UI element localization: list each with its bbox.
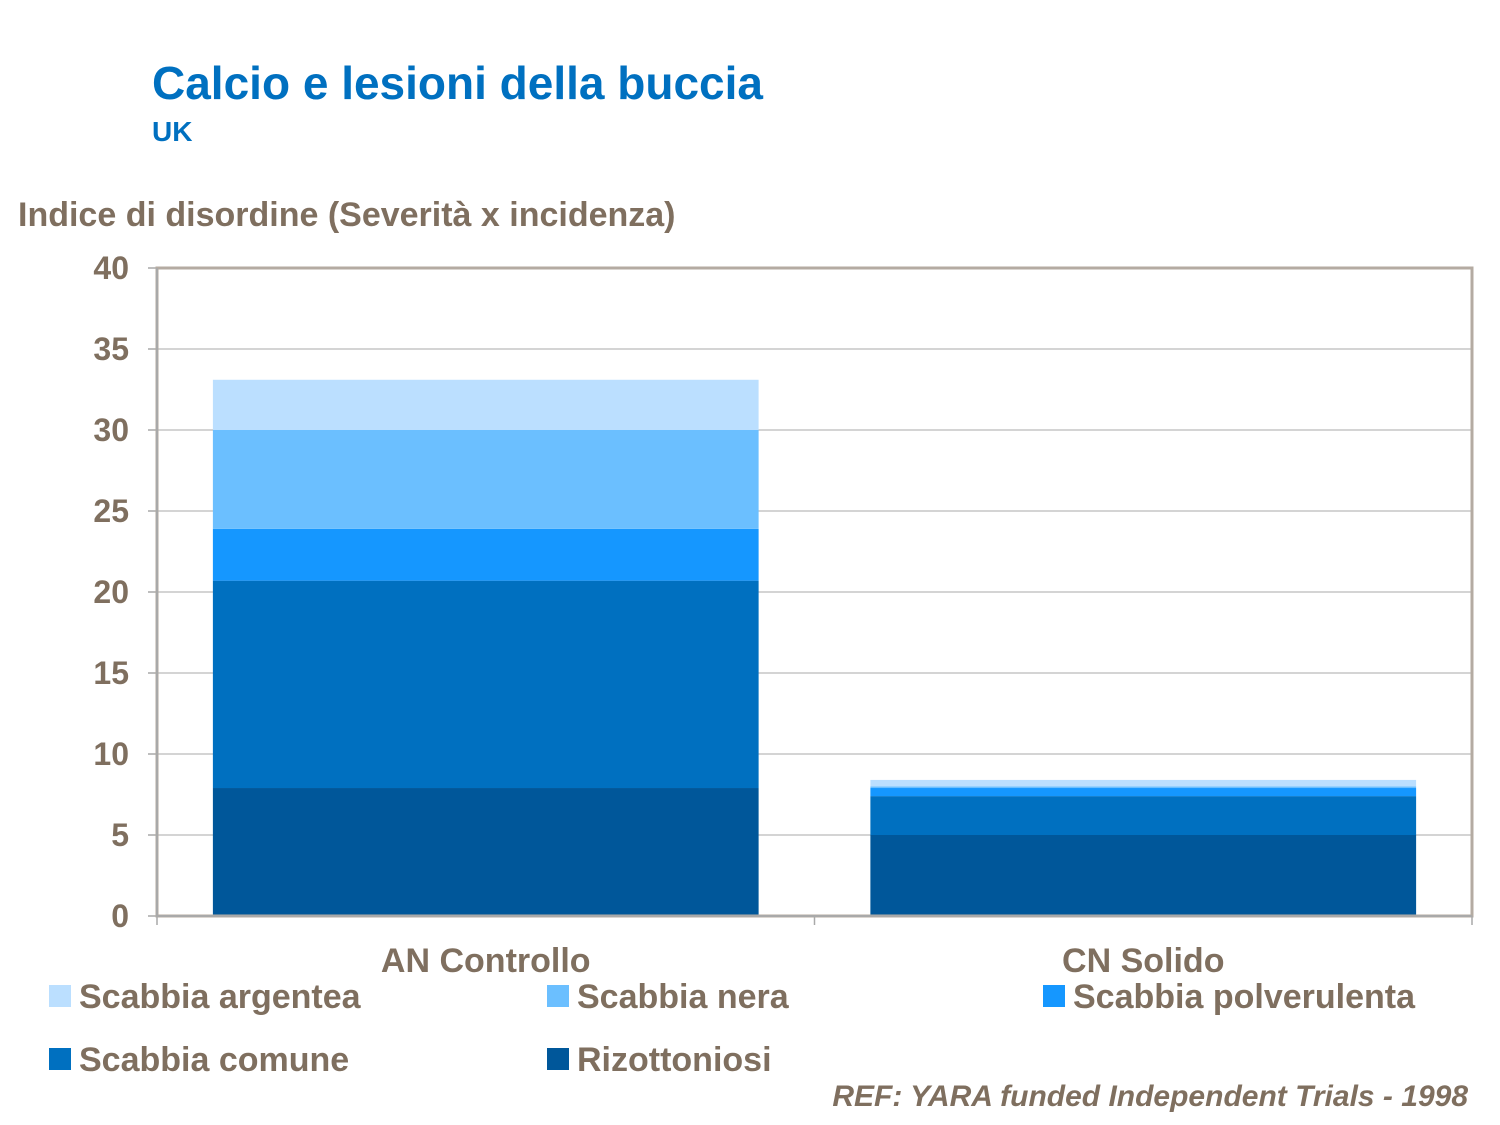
legend-swatch-scabbia-argentea	[49, 985, 71, 1007]
bar-cn-solido-scabbia-nera	[870, 786, 1417, 789]
bar-an-controllo-scabbia-nera	[212, 430, 759, 529]
bar-cn-solido-scabbia-argentea	[870, 779, 1417, 787]
chart-subtitle: UK	[152, 116, 193, 147]
legend-swatch-scabbia-polverulenta	[1043, 985, 1065, 1007]
legend-label-scabbia-argentea: Scabbia argentea	[79, 978, 362, 1016]
legend-swatch-scabbia-comune	[49, 1048, 71, 1070]
legend-label-rizottoniosi: Rizottoniosi	[577, 1041, 772, 1079]
y-tick-label: 20	[93, 574, 129, 610]
y-tick-label: 15	[93, 655, 129, 691]
bars	[212, 379, 1417, 916]
y-tick-label: 35	[93, 331, 129, 367]
x-category-labels: AN Controllo CN Solido	[381, 942, 1225, 980]
legend: Scabbia argentea Scabbia nera Scabbia polv…	[49, 978, 1416, 1079]
bar-cn-solido-scabbia-comune	[870, 796, 1417, 835]
x-category-label: AN Controllo	[381, 942, 591, 980]
y-tick-label: 10	[93, 736, 129, 772]
y-tick-label: 25	[93, 493, 129, 529]
y-tick-label: 40	[93, 250, 129, 286]
reference-note: REF: YARA funded Independent Trials - 19…	[832, 1080, 1468, 1113]
legend-label-scabbia-polverulenta: Scabbia polverulenta	[1073, 978, 1416, 1016]
bar-cn-solido-scabbia-polverulenta	[870, 788, 1417, 797]
y-tick-label: 5	[111, 817, 129, 853]
bar-an-controllo-scabbia-polverulenta	[212, 528, 759, 581]
bar-an-controllo-scabbia-argentea	[212, 379, 759, 430]
axes	[148, 266, 1474, 925]
chart-title: Calcio e lesioni della buccia	[152, 57, 764, 109]
y-tick-labels: 0 5 10 15 20 25 30 35 40	[93, 250, 129, 934]
x-category-label: CN Solido	[1062, 942, 1224, 980]
y-tick-label: 30	[93, 412, 129, 448]
y-tick-label: 0	[111, 898, 129, 934]
y-axis-label: Indice di disordine (Severità x incidenz…	[18, 196, 676, 234]
legend-swatch-rizottoniosi	[547, 1048, 569, 1070]
bar-cn-solido-rizottoniosi	[870, 835, 1417, 916]
legend-label-scabbia-nera: Scabbia nera	[577, 978, 790, 1016]
bar-an-controllo-rizottoniosi	[212, 788, 759, 916]
bar-an-controllo-scabbia-comune	[212, 580, 759, 789]
legend-label-scabbia-comune: Scabbia comune	[79, 1041, 349, 1079]
legend-swatch-scabbia-nera	[547, 985, 569, 1007]
